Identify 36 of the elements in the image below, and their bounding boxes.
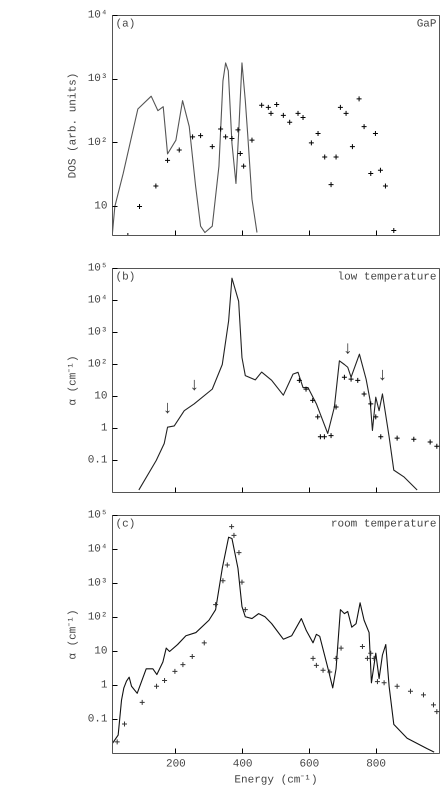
x-tick-label: 800 bbox=[366, 758, 386, 770]
y-tick-label: 10³ bbox=[88, 326, 108, 338]
annotation: low temperature bbox=[337, 272, 437, 284]
y-tick-label: 1 bbox=[100, 422, 108, 434]
x-tick-label: 400 bbox=[232, 758, 253, 770]
annotation: ↓ bbox=[342, 339, 354, 360]
annotation: (b) bbox=[116, 272, 136, 284]
y-tick-label: 10⁴ bbox=[88, 294, 108, 306]
y-tick-label: 10 bbox=[94, 200, 108, 212]
y-tick-label: 10² bbox=[88, 612, 108, 624]
annotation: ↓ bbox=[162, 399, 173, 420]
y-tick-label: 1 bbox=[100, 680, 108, 692]
y-tick-label: 10³ bbox=[88, 73, 108, 86]
x-tick-label: 600 bbox=[299, 758, 320, 770]
y-axis-title: α (cm⁻¹) bbox=[68, 609, 80, 660]
y-axis-title: α (cm⁻¹) bbox=[68, 355, 80, 406]
annotation: ↓ bbox=[377, 366, 388, 386]
y-tick-label: 0.1 bbox=[88, 714, 108, 726]
y-tick-label: 0.1 bbox=[88, 454, 108, 466]
annotation: (a) bbox=[116, 18, 136, 30]
y-tick-label: 10⁴ bbox=[88, 544, 108, 556]
annotation: ↓ bbox=[188, 376, 200, 396]
y-tick-label: 10⁵ bbox=[88, 510, 108, 522]
x-axis-title: Energy (cm⁻¹) bbox=[234, 774, 318, 786]
x-tick-label: 200 bbox=[166, 758, 186, 770]
y-tick-label: 10 bbox=[94, 646, 108, 658]
y-tick-label: 10³ bbox=[88, 578, 108, 590]
y-tick-label: 10² bbox=[88, 358, 108, 370]
y-axis-title: DOS (arb. units) bbox=[68, 72, 80, 178]
annotation: room temperature bbox=[330, 518, 437, 530]
y-tick-label: 10 bbox=[94, 390, 108, 402]
y-tick-label: 10² bbox=[88, 136, 108, 149]
annotation: (c) bbox=[116, 518, 136, 530]
annotation: GaP bbox=[416, 18, 437, 30]
y-tick-label: 10⁴ bbox=[88, 10, 108, 22]
y-tick-label: 10⁵ bbox=[88, 262, 108, 274]
